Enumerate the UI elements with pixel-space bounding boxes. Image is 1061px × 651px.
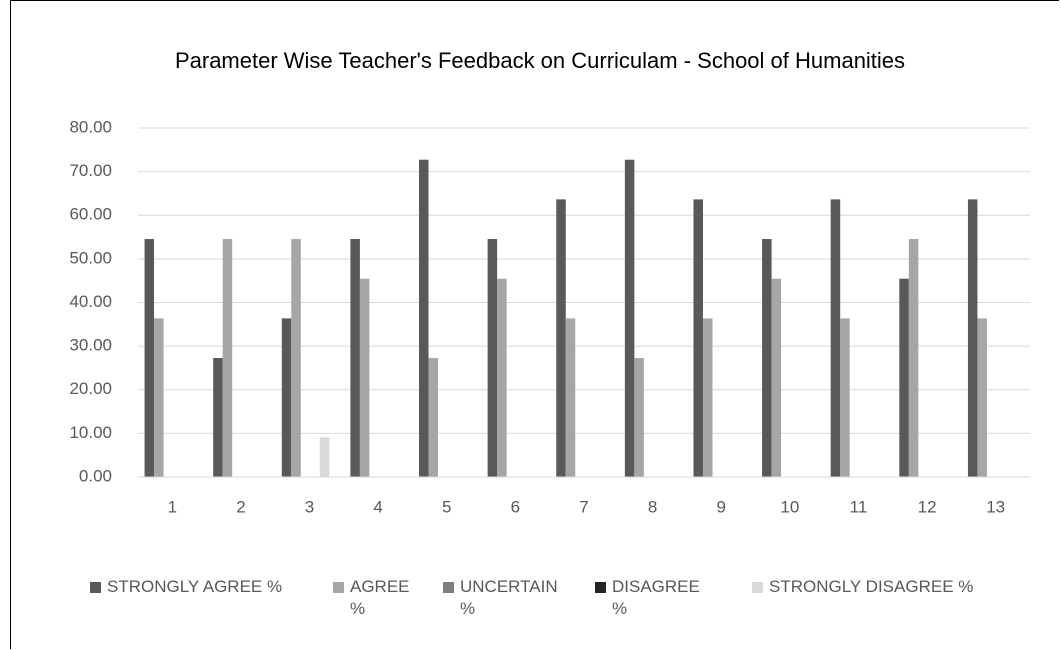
bar [634, 358, 644, 477]
x-tick-label: 13 [986, 497, 1005, 516]
bar [702, 318, 713, 477]
bar [419, 159, 429, 477]
legend-swatch [752, 582, 763, 593]
y-tick-label: 20.00 [69, 379, 112, 398]
legend-item: UNCERTAIN % [443, 576, 558, 620]
legend-item: STRONGLY DISAGREE % [752, 576, 1012, 598]
bar [350, 239, 360, 477]
bar [281, 318, 292, 477]
y-tick-label: 50.00 [69, 248, 112, 267]
bar [899, 278, 909, 477]
legend-item: DISAGREE % [595, 576, 700, 620]
bar [359, 278, 370, 477]
bar [624, 159, 635, 477]
bar [556, 199, 566, 478]
y-tick-label: 30.00 [69, 336, 112, 355]
legend-item: AGREE % [333, 576, 410, 620]
bar [144, 239, 155, 477]
bar [967, 199, 978, 478]
x-tick-label: 10 [780, 497, 799, 516]
bar [213, 358, 223, 477]
y-tick-label: 80.00 [69, 117, 112, 136]
y-tick-label: 10.00 [69, 423, 112, 442]
legend-swatch [595, 582, 606, 593]
y-tick-label: 0.00 [79, 466, 112, 485]
legend-label: STRONGLY DISAGREE % [769, 577, 974, 596]
bar [428, 358, 439, 477]
x-tick-label: 8 [648, 497, 657, 516]
legend-label: UNCERTAIN % [460, 577, 558, 618]
bar [487, 239, 498, 477]
bar [154, 318, 164, 477]
legend-swatch [90, 582, 101, 593]
bar [693, 199, 703, 478]
bar [840, 318, 850, 477]
legend-label: DISAGREE % [612, 577, 700, 618]
chart-title: Parameter Wise Teacher's Feedback on Cur… [175, 48, 905, 73]
x-tick-label: 9 [716, 497, 725, 516]
bar [319, 437, 330, 477]
x-tick-label: 4 [373, 497, 382, 516]
y-tick-label: 60.00 [69, 205, 112, 224]
legend-label: STRONGLY AGREE % [107, 577, 283, 596]
chart-frame [10, 0, 1059, 649]
x-tick-label: 12 [918, 497, 937, 516]
bar [222, 239, 233, 477]
bar [977, 318, 987, 477]
legend-item: STRONGLY AGREE % [90, 576, 330, 598]
x-tick-label: 2 [236, 497, 245, 516]
bar [762, 239, 772, 477]
bar [771, 278, 782, 477]
bar [565, 318, 576, 477]
y-tick-label: 70.00 [69, 161, 112, 180]
x-tick-label: 11 [850, 497, 868, 516]
bar [908, 239, 919, 477]
y-tick-label: 40.00 [69, 292, 112, 311]
bar [497, 278, 507, 477]
x-tick-label: 6 [511, 497, 520, 516]
x-tick-label: 5 [442, 497, 451, 516]
x-tick-label: 1 [168, 497, 177, 516]
x-tick-label: 7 [579, 497, 588, 516]
bar [291, 239, 301, 477]
legend-swatch [333, 582, 344, 593]
bar [830, 199, 841, 478]
x-tick-label: 3 [305, 497, 314, 516]
legend-swatch [443, 582, 454, 593]
legend-label: AGREE % [350, 577, 410, 618]
